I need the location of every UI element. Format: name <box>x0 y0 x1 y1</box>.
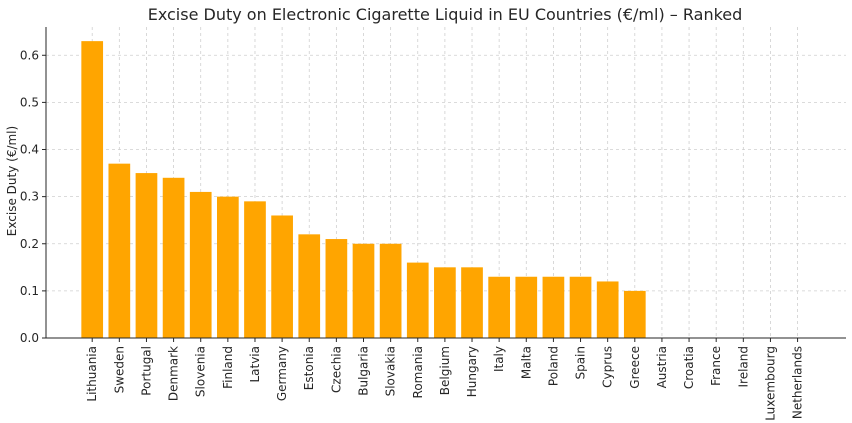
y-axis-ticks: 0.0 0.1 0.2 0.3 0.4 0.5 0.6 <box>20 48 46 345</box>
x-tick-label: Belgium <box>438 346 452 395</box>
x-tick-label: Poland <box>546 346 560 386</box>
y-axis-label: Excise Duty (€/ml) <box>5 126 19 236</box>
y-tick-label: 0.0 <box>20 331 39 345</box>
y-tick-label: 0.6 <box>20 48 39 62</box>
x-axis-ticks: Lithuania Sweden Portugal Denmark Slovenia Fi… <box>85 338 805 421</box>
bar-slovakia <box>379 243 402 338</box>
axes-layer <box>45 27 846 339</box>
bar-greece <box>623 290 646 338</box>
x-tick-label: Romania <box>411 346 425 398</box>
x-tick-label: Cyprus <box>601 346 615 388</box>
y-tick-label: 0.5 <box>20 95 39 109</box>
bar-spain <box>569 276 592 338</box>
bar-germany <box>271 215 293 338</box>
x-tick-label: Austria <box>655 346 669 388</box>
chart-title: Excise Duty on Electronic Cigarette Liqu… <box>148 5 743 24</box>
x-tick-label: Italy <box>492 346 506 372</box>
bar-czechia <box>325 239 348 338</box>
bar-bulgaria <box>352 243 375 338</box>
bar-sweden <box>108 163 131 338</box>
x-tick-label: Hungary <box>465 346 479 397</box>
bar-finland <box>217 196 239 338</box>
x-tick-label: Denmark <box>167 346 181 401</box>
x-tick-label: Finland <box>221 346 235 389</box>
x-tick-label: Bulgaria <box>357 346 371 396</box>
bar-latvia <box>244 201 266 338</box>
x-tick-label: Germany <box>275 346 289 401</box>
x-tick-label: Luxembourg <box>763 346 777 421</box>
x-tick-label: Estonia <box>302 346 316 390</box>
x-tick-label: Malta <box>519 346 533 379</box>
x-tick-label: Lithuania <box>85 346 99 402</box>
bar-lithuania <box>81 41 104 339</box>
bar-italy <box>488 276 510 338</box>
bar-hungary <box>461 267 483 338</box>
x-tick-label: France <box>709 346 723 386</box>
bar-malta <box>515 276 538 338</box>
x-tick-label: Croatia <box>682 346 696 389</box>
bar-denmark <box>162 177 185 338</box>
bar-estonia <box>298 234 321 338</box>
y-tick-label: 0.1 <box>20 284 39 298</box>
x-tick-label: Portugal <box>139 346 153 396</box>
x-tick-label: Slovenia <box>194 346 208 397</box>
x-tick-label: Greece <box>628 346 642 389</box>
bar-slovenia <box>189 191 212 338</box>
y-tick-label: 0.2 <box>20 237 39 251</box>
x-tick-label: Ireland <box>736 346 750 388</box>
x-tick-label: Slovakia <box>384 346 398 396</box>
y-tick-label: 0.3 <box>20 190 39 204</box>
x-tick-label: Sweden <box>112 346 126 393</box>
y-tick-label: 0.4 <box>20 143 39 157</box>
bar-belgium <box>434 267 456 338</box>
bar-poland <box>542 276 565 338</box>
x-tick-label: Spain <box>574 346 588 380</box>
bar-cyprus <box>596 281 619 338</box>
bars-layer <box>81 41 646 339</box>
x-tick-label: Netherlands <box>791 346 805 419</box>
x-tick-label: Czechia <box>329 346 343 393</box>
bar-portugal <box>135 173 158 338</box>
bar-romania <box>406 262 429 338</box>
x-tick-label: Latvia <box>248 346 262 383</box>
